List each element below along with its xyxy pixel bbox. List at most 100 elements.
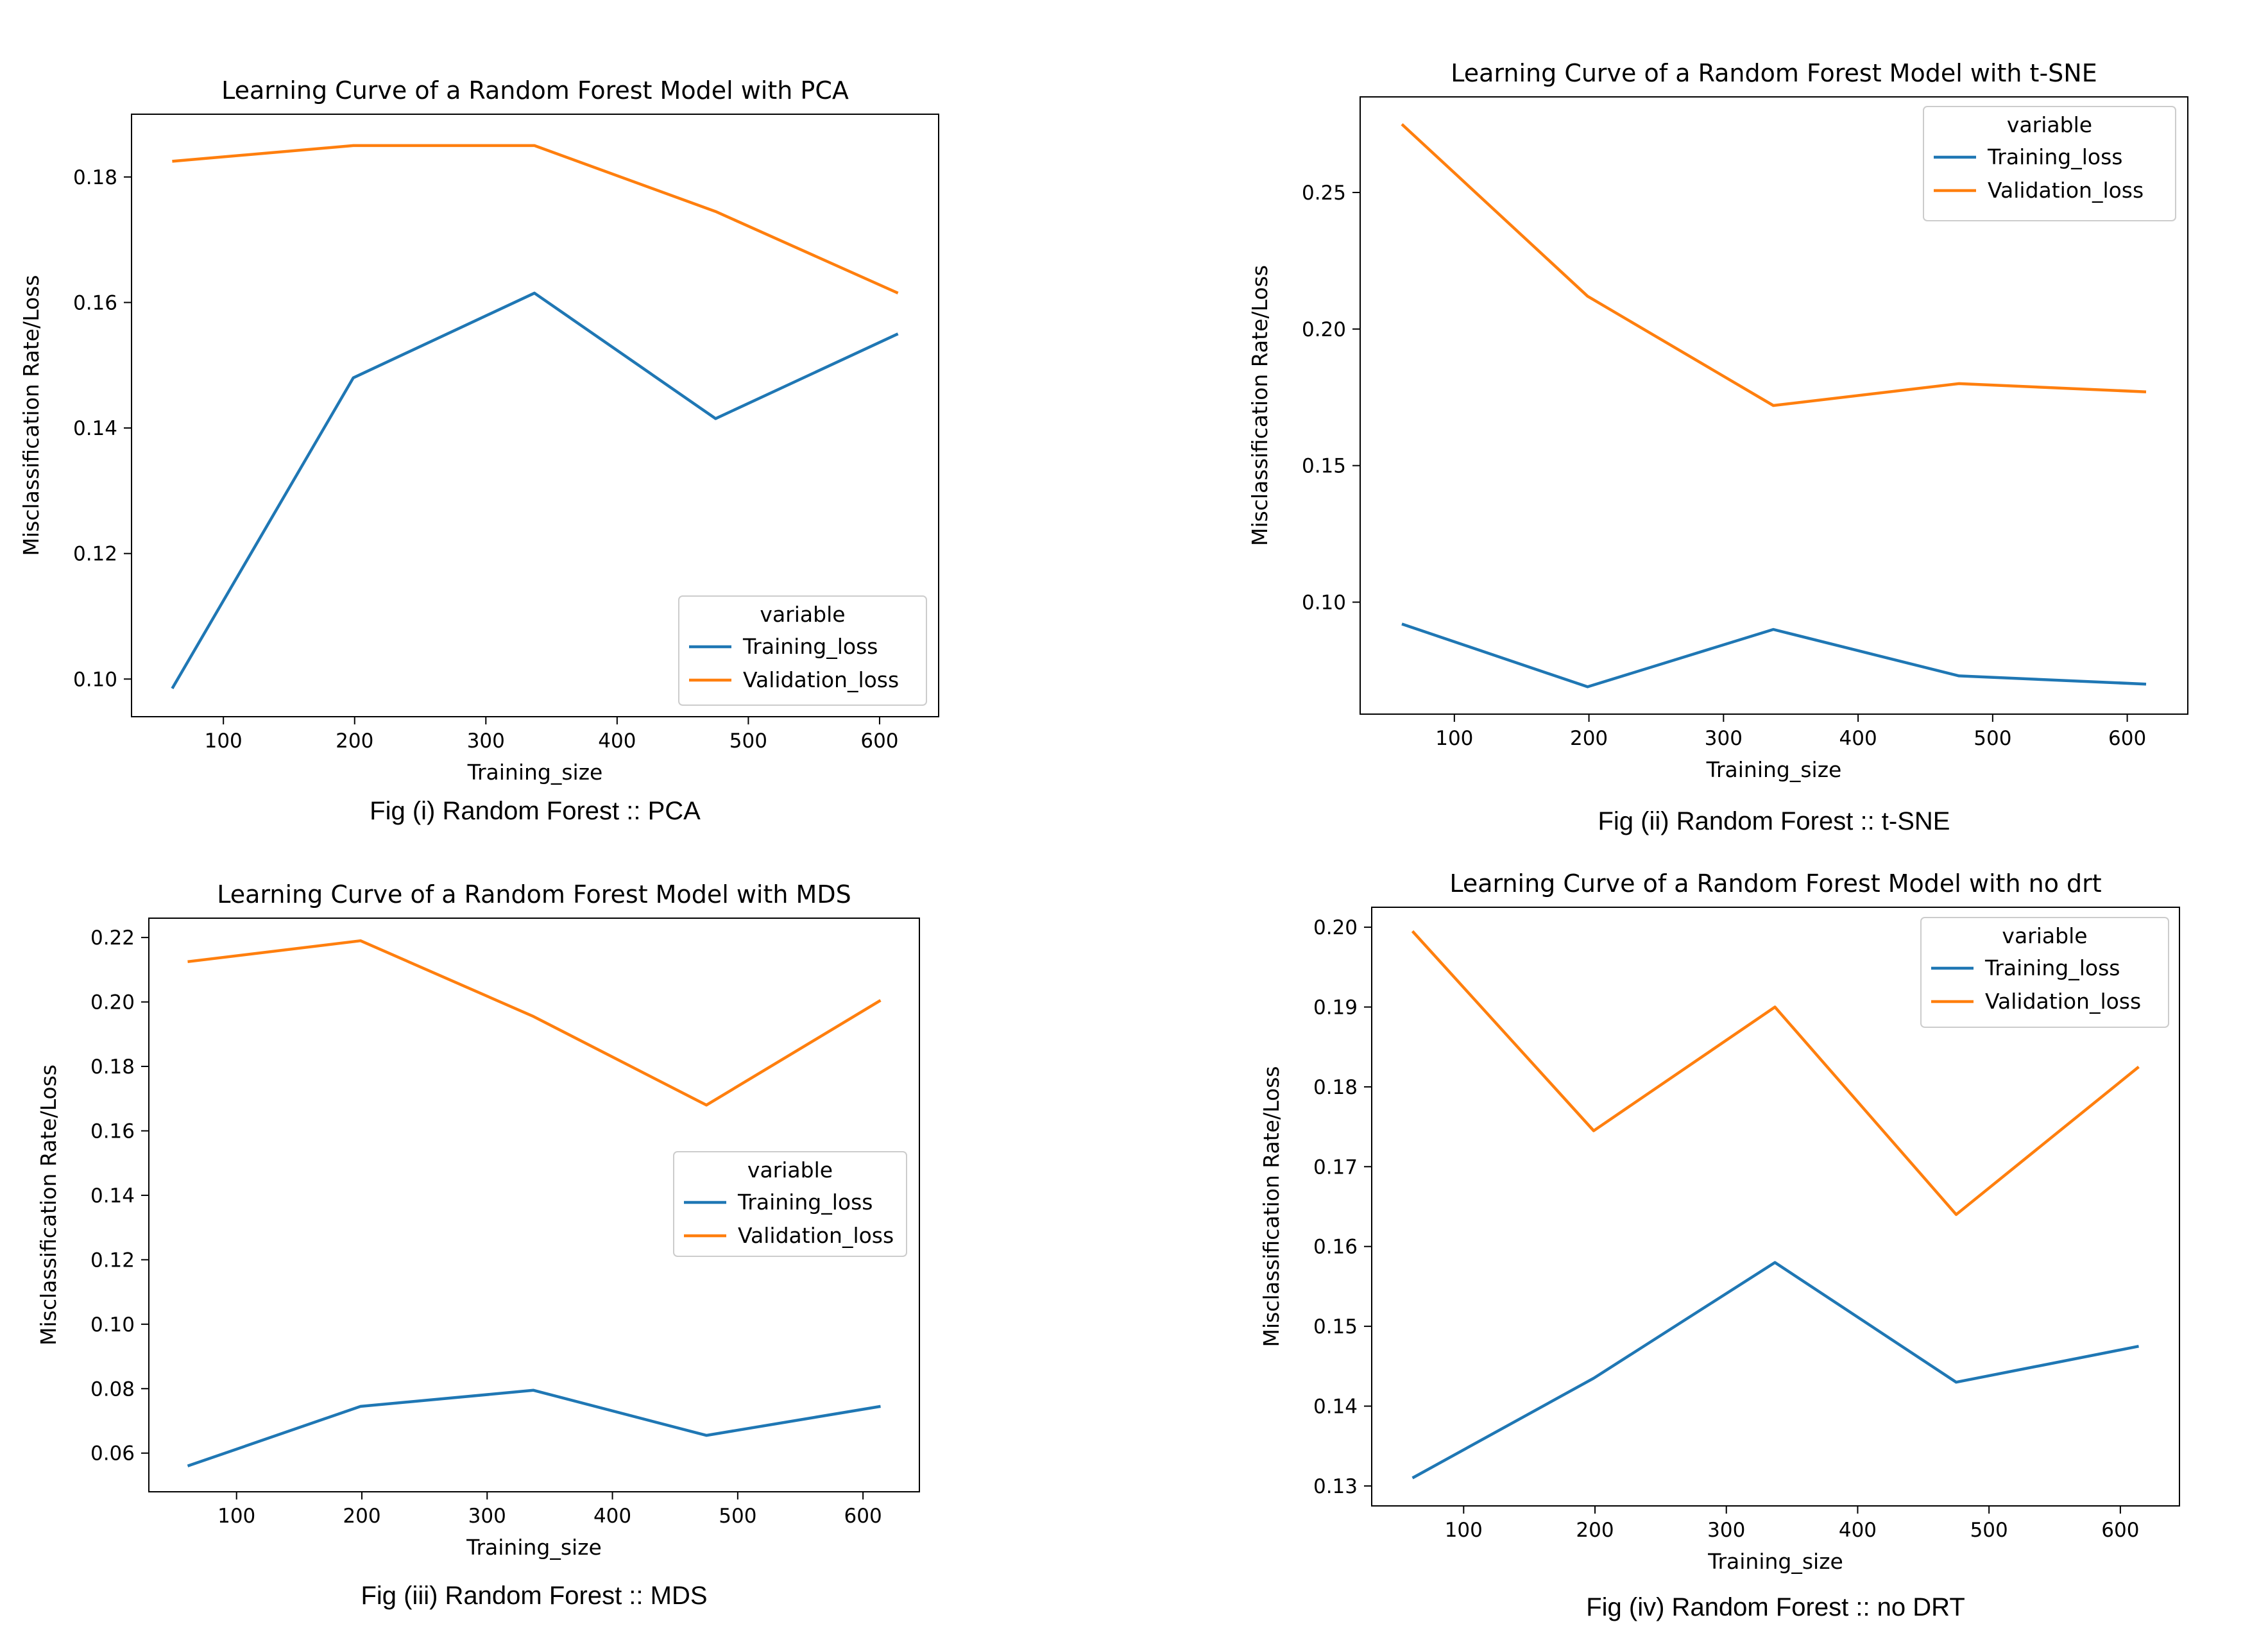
y-axis-label: Misclassification Rate/Loss [1259, 1066, 1284, 1347]
legend-title: variable [2002, 923, 2087, 948]
x-tick-label: 300 [468, 1505, 506, 1528]
x-tick-label: 400 [593, 1505, 631, 1528]
legend-entry: Validation_loss [738, 1223, 894, 1248]
x-tick-label: 200 [336, 730, 373, 753]
legend: variable Training_loss Validation_loss [673, 1151, 907, 1257]
legend-box [1920, 917, 2169, 1028]
chart-panel-4: Learning Curve of a Random Forest Model … [1259, 869, 2180, 1621]
legend-box [673, 1151, 907, 1257]
y-tick-label: 0.20 [90, 991, 135, 1014]
x-tick-label: 500 [1974, 727, 2011, 750]
series-line-validation-loss [172, 144, 899, 295]
x-tick-label: 500 [1970, 1519, 2008, 1542]
x-tick-label: 100 [217, 1505, 255, 1528]
y-tick-label: 0.13 [1313, 1475, 1358, 1498]
x-tick-label: 600 [844, 1505, 882, 1528]
chart-panel-1: Learning Curve of a Random Forest Model … [19, 76, 939, 825]
series-line-validation-loss [187, 939, 882, 1107]
y-tick-label: 0.19 [1313, 996, 1358, 1020]
y-tick-label: 0.12 [90, 1249, 135, 1272]
y-tick-label: 0.15 [1302, 455, 1346, 478]
legend-box [1923, 106, 2176, 221]
y-tick-label: 0.10 [73, 668, 117, 691]
series-line-training-loss [1411, 1261, 2139, 1480]
y-tick-label: 0.17 [1313, 1156, 1358, 1179]
legend-entry: Training_loss [1987, 144, 2122, 169]
plot-frame [148, 918, 920, 1492]
chart-title: Learning Curve of a Random Forest Model … [1451, 59, 2097, 87]
y-tick-label: 0.20 [1313, 916, 1358, 939]
y-tick-label: 0.10 [90, 1313, 135, 1337]
figure-caption: Fig (iii) Random Forest :: MDS [361, 1582, 707, 1610]
plot-frame [1371, 907, 2180, 1507]
plot-frame [1360, 96, 2188, 715]
x-tick-label: 200 [1576, 1519, 1614, 1542]
y-tick-label: 0.14 [1313, 1396, 1358, 1419]
legend-entry: Training_loss [1984, 955, 2120, 980]
y-tick-label: 0.20 [1302, 318, 1346, 341]
x-axis-label: Training_size [466, 1535, 602, 1560]
y-tick-label: 0.14 [90, 1184, 135, 1208]
chart-panel-3: Learning Curve of a Random Forest Model … [36, 880, 920, 1610]
y-tick-label: 0.22 [90, 927, 135, 950]
x-axis-label: Training_size [1707, 1549, 1843, 1574]
series-line-training-loss [1401, 622, 2147, 688]
x-tick-label: 500 [719, 1505, 756, 1528]
legend-entry: Training_loss [742, 634, 878, 659]
y-tick-label: 0.06 [90, 1442, 135, 1465]
x-axis-label: Training_size [1706, 757, 1842, 782]
plot-frame [131, 114, 939, 717]
chart-title: Learning Curve of a Random Forest Model … [221, 76, 849, 105]
x-tick-label: 100 [205, 730, 243, 753]
series-line-training-loss [171, 291, 899, 690]
x-tick-label: 600 [860, 730, 898, 753]
y-tick-label: 0.16 [90, 1120, 135, 1143]
y-axis-label: Misclassification Rate/Loss [19, 275, 44, 556]
x-tick-label: 400 [1839, 727, 1877, 750]
x-tick-label: 500 [729, 730, 767, 753]
x-tick-label: 100 [1435, 727, 1473, 750]
y-tick-label: 0.18 [73, 166, 117, 189]
x-axis-label: Training_size [467, 760, 603, 785]
series-line-validation-loss [1401, 123, 2147, 407]
legend-title: variable [760, 602, 845, 627]
y-tick-label: 0.25 [1302, 182, 1346, 205]
x-tick-label: 600 [2108, 727, 2146, 750]
legend-entry: Validation_loss [743, 667, 899, 692]
figure-caption: Fig (i) Random Forest :: PCA [370, 797, 701, 825]
legend-entry: Validation_loss [1988, 178, 2144, 203]
legend-entry: Training_loss [737, 1190, 873, 1215]
series-line-validation-loss [1411, 930, 2140, 1217]
chart-panel-2: Learning Curve of a Random Forest Model … [1247, 59, 2188, 835]
figure-caption: Fig (iv) Random Forest :: no DRT [1586, 1593, 1965, 1621]
series-line-training-loss [187, 1388, 881, 1467]
x-tick-label: 400 [598, 730, 636, 753]
x-tick-label: 200 [343, 1505, 380, 1528]
y-tick-label: 0.16 [73, 291, 117, 314]
y-tick-label: 0.15 [1313, 1315, 1358, 1338]
x-tick-label: 200 [1570, 727, 1608, 750]
legend-box [678, 595, 927, 706]
x-tick-label: 400 [1839, 1519, 1877, 1542]
y-axis-label: Misclassification Rate/Loss [36, 1064, 61, 1345]
x-tick-label: 300 [1707, 1519, 1745, 1542]
figure-caption: Fig (ii) Random Forest :: t-SNE [1598, 807, 1950, 835]
y-tick-label: 0.10 [1302, 591, 1346, 614]
y-tick-label: 0.16 [1313, 1236, 1358, 1259]
legend: variable Training_loss Validation_loss [678, 595, 927, 706]
y-tick-label: 0.18 [1313, 1076, 1358, 1099]
y-tick-label: 0.18 [90, 1055, 135, 1079]
x-tick-label: 100 [1445, 1519, 1483, 1542]
y-tick-label: 0.14 [73, 417, 117, 440]
chart-title: Learning Curve of a Random Forest Model … [217, 880, 851, 909]
x-tick-label: 300 [467, 730, 505, 753]
y-axis-label: Misclassification Rate/Loss [1247, 265, 1272, 546]
y-tick-label: 0.12 [73, 543, 117, 566]
legend: variable Training_loss Validation_loss [1923, 106, 2176, 221]
y-tick-label: 0.08 [90, 1378, 135, 1401]
x-tick-label: 600 [2101, 1519, 2139, 1542]
chart-title: Learning Curve of a Random Forest Model … [1449, 869, 2101, 898]
legend: variable Training_loss Validation_loss [1920, 917, 2169, 1028]
legend-title: variable [2007, 112, 2092, 137]
